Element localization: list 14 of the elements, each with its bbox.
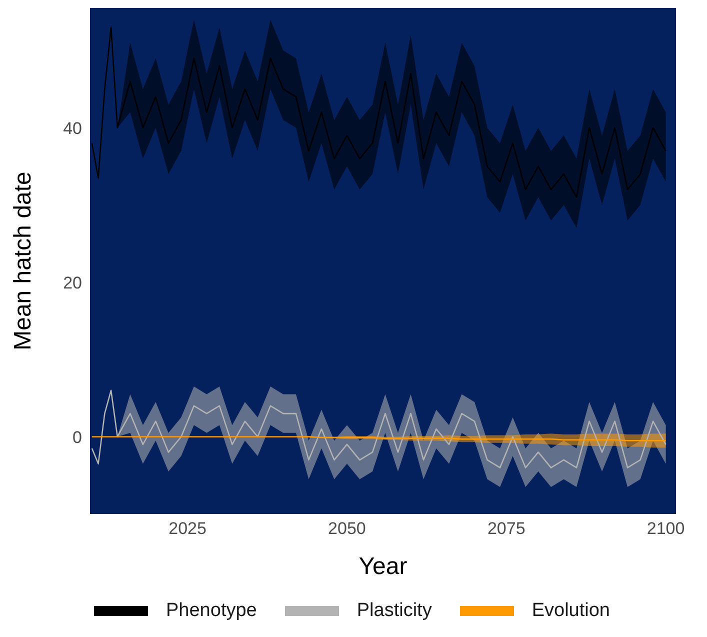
y-tick-label: 20 [63,273,82,292]
x-tick-label: 2075 [487,519,526,538]
line-series [91,390,666,468]
x-tick-label: 2025 [168,519,206,538]
legend-label: Evolution [532,600,610,622]
x-tick-label: 2100 [646,519,685,538]
legend-label: Phenotype [166,600,257,622]
line-series [91,26,666,198]
x-tick-label: 2050 [328,519,366,538]
y-tick-label: 40 [63,118,82,138]
y-axis-title: Mean hatch date [10,172,37,350]
y-tick-label: 0 [72,428,82,447]
legend-label: Plasticity [356,600,432,622]
x-axis-title: Year [358,553,408,580]
